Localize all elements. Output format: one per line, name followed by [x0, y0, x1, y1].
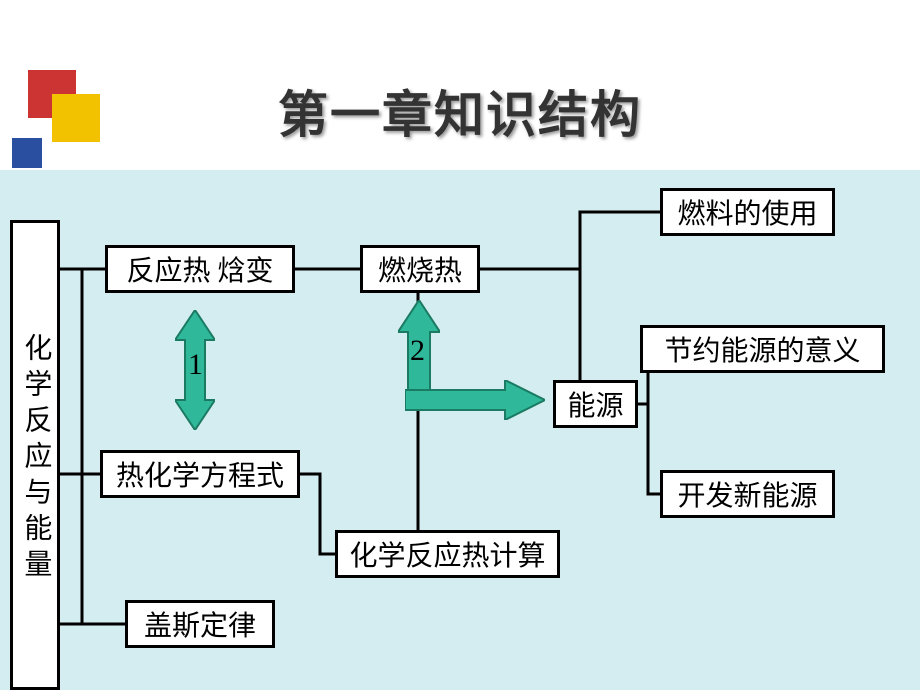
label-2: 2: [410, 334, 425, 368]
node-hess-law: 盖斯定律: [125, 600, 275, 648]
node-thermo-equation: 热化学方程式: [100, 450, 300, 498]
node-reaction-heat: 反应热 焓变: [105, 245, 295, 293]
diagram-area: 化学反应与能量 反应热 焓变 热化学方程式 盖斯定律 燃烧热 化学反应热计算 能…: [0, 170, 920, 690]
node-new-energy: 开发新能源: [660, 470, 835, 518]
label-1: 1: [188, 348, 203, 382]
page-title: 第一章知识结构: [0, 0, 920, 147]
node-fuel-use: 燃料的使用: [660, 188, 835, 236]
node-energy: 能源: [553, 380, 638, 428]
node-save-energy: 节约能源的意义: [640, 325, 885, 373]
deco-square-blue: [12, 138, 42, 168]
node-root: 化学反应与能量: [10, 220, 60, 690]
node-combustion-heat: 燃烧热: [360, 245, 480, 293]
arrow-right: [405, 380, 545, 420]
node-heat-calculation: 化学反应热计算: [335, 530, 560, 578]
deco-square-yellow: [52, 94, 100, 142]
